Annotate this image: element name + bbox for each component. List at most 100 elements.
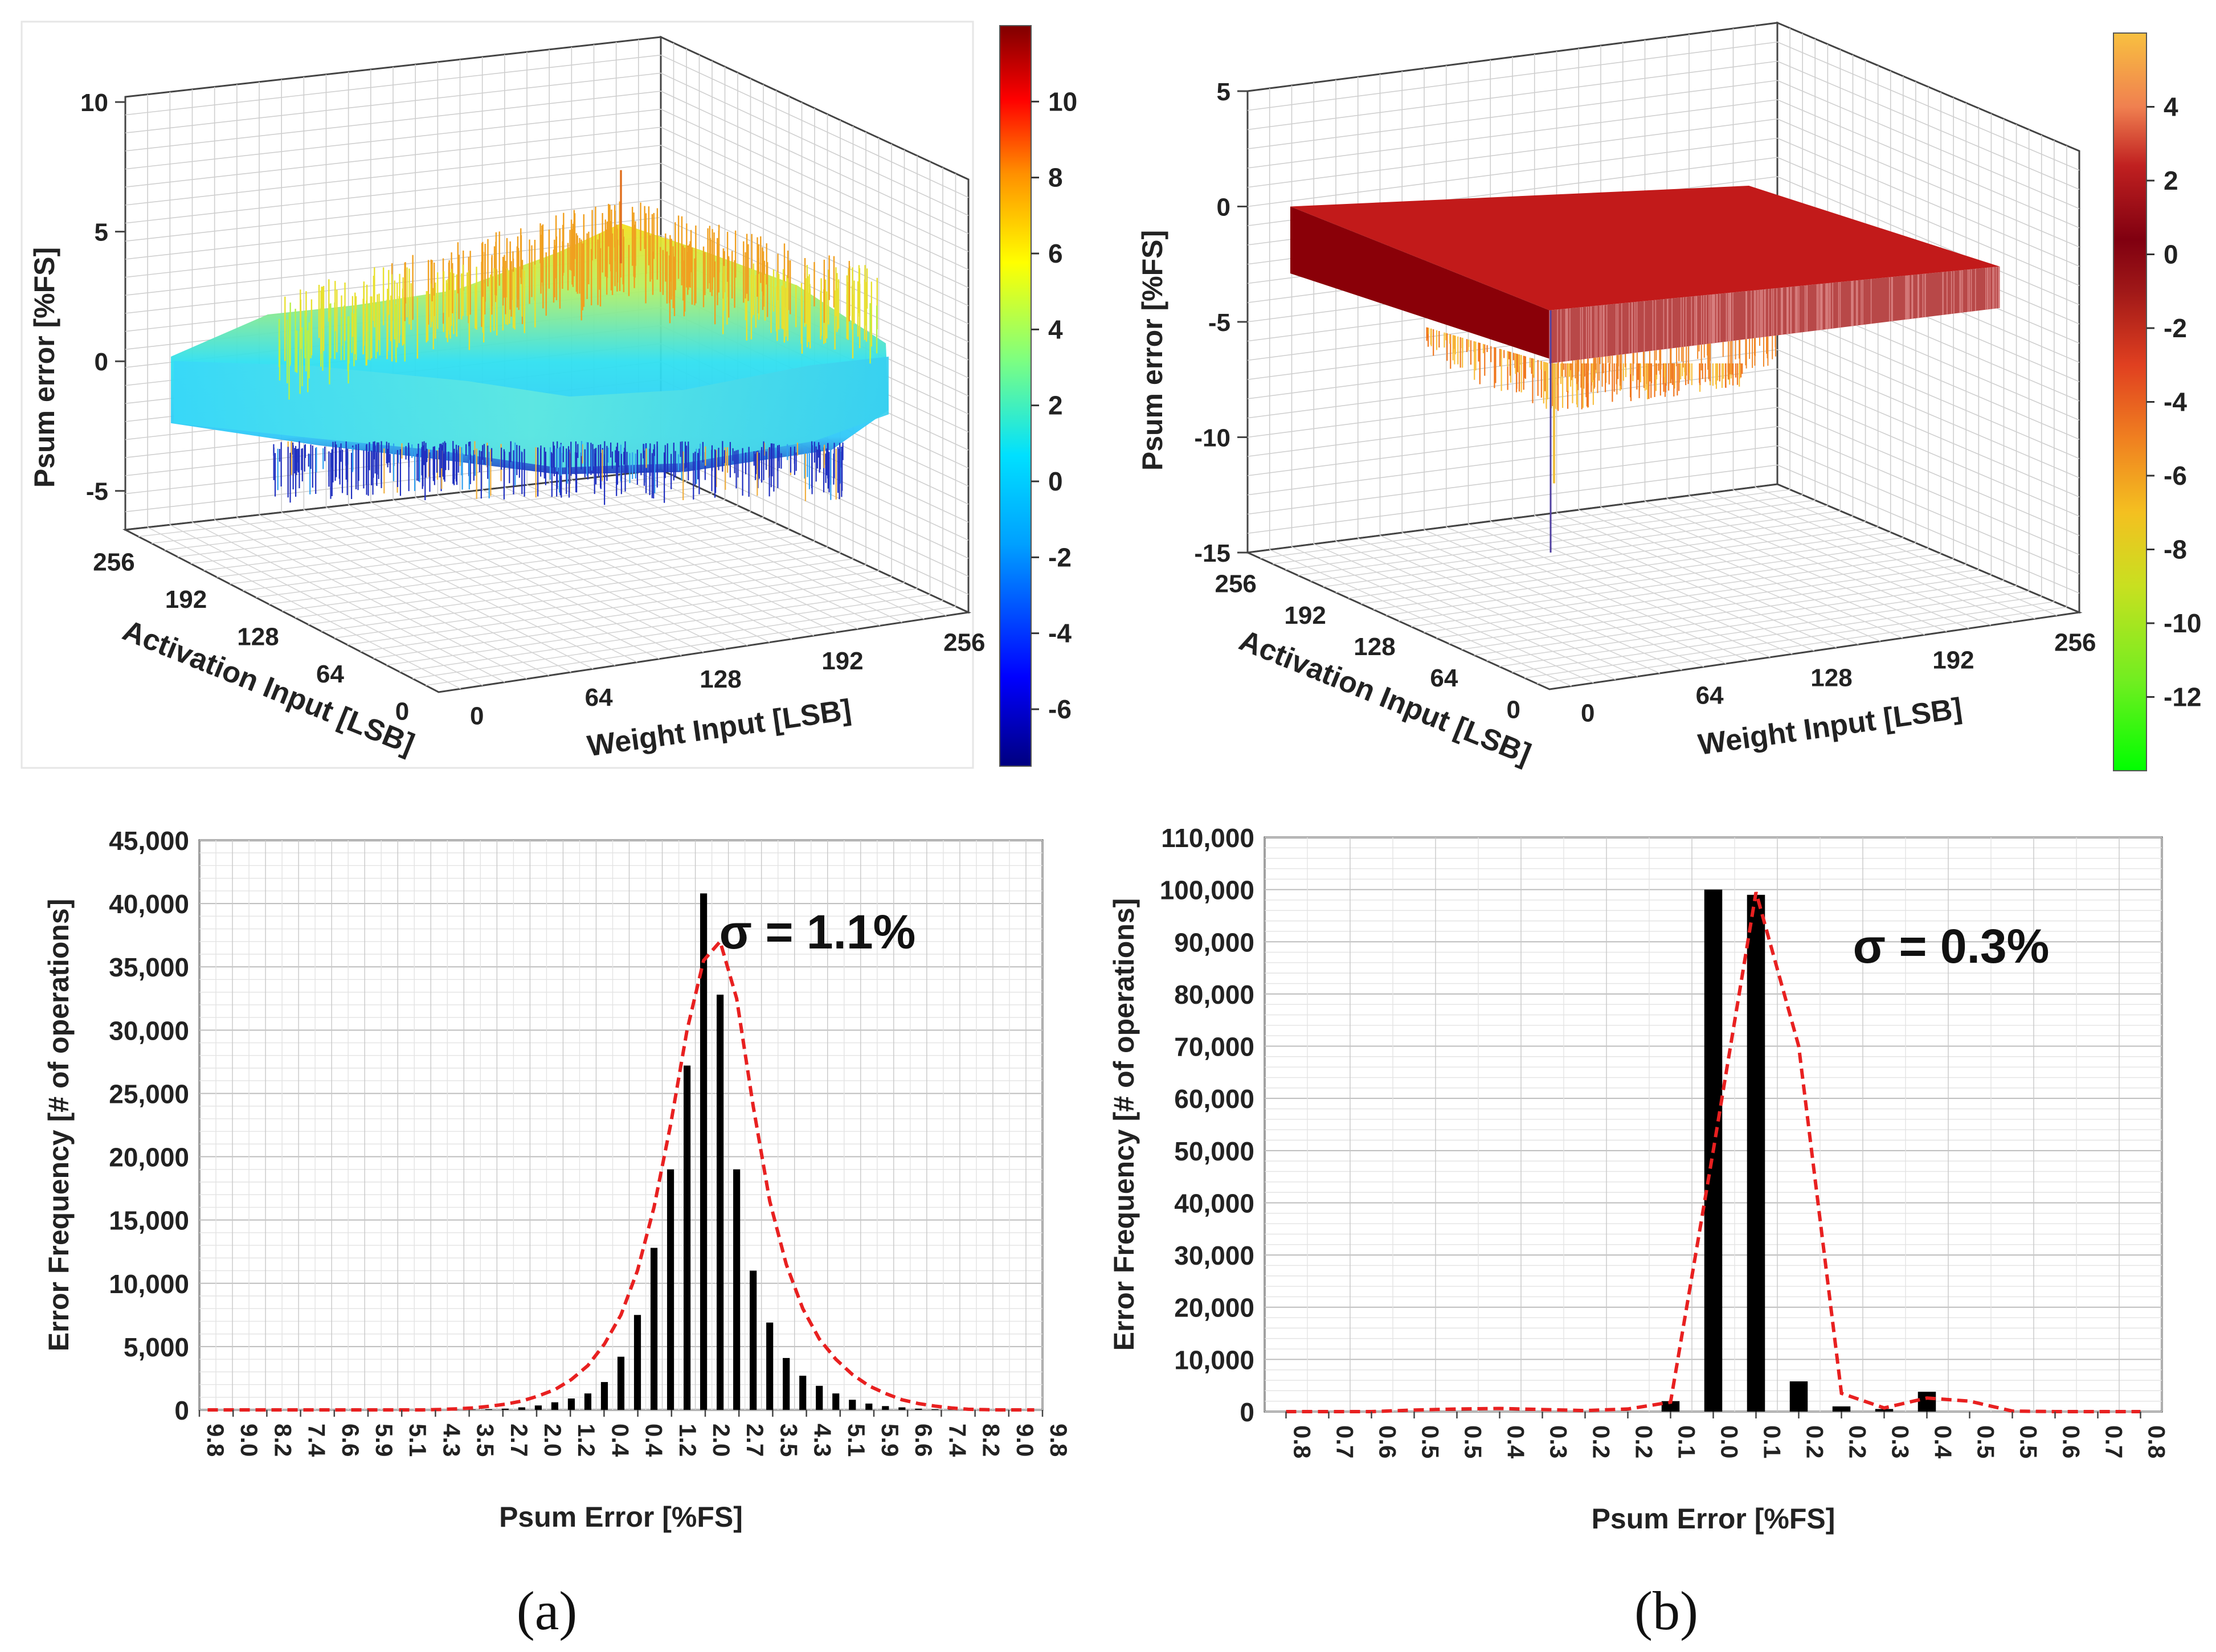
colorbar-tick-label: 0 <box>2164 240 2178 269</box>
histogram-bar <box>1917 1392 1936 1412</box>
grid-line <box>1777 42 2080 171</box>
histogram-bar <box>882 1406 889 1410</box>
x-tick-label: 0.5 <box>1460 1425 1487 1458</box>
x-tick-label: 4.3 <box>438 1424 465 1457</box>
x-tick-label: 3.5 <box>775 1424 802 1457</box>
x-tick-label: 128 <box>1354 633 1395 661</box>
x-tick-label: 9.8 <box>202 1424 229 1457</box>
x-tick-label: 0.7 <box>1332 1425 1359 1458</box>
z-tick-label: -15 <box>1194 539 1230 567</box>
plot-area <box>198 839 1044 1411</box>
x-tick-label: 9.8 <box>1045 1424 1072 1457</box>
grid-line <box>1711 492 2014 623</box>
x-tick-label: 256 <box>1215 570 1256 598</box>
caption-a: (a) <box>517 1580 578 1641</box>
y-tick-label: 50,000 <box>1174 1136 1254 1166</box>
colorbar-tick-label: -4 <box>1048 619 1072 648</box>
x-tick-label: 0.0 <box>1716 1425 1743 1458</box>
x-tick-label: 5.1 <box>404 1424 431 1457</box>
x-tick-label: 9.0 <box>236 1424 263 1457</box>
colorbar-tick-label: -6 <box>1048 694 1072 724</box>
grid-line <box>412 600 943 680</box>
y-tick-label: 64 <box>585 684 613 711</box>
histogram-bar <box>617 1356 625 1410</box>
x-tick-label: 0.7 <box>2101 1425 2128 1458</box>
histogram-bar <box>733 1169 741 1410</box>
grid-line <box>1733 489 2035 619</box>
sigma-label: σ = 1.1% <box>719 905 916 959</box>
grid-line <box>616 475 925 620</box>
y-tick-label: 70,000 <box>1174 1032 1254 1062</box>
histogram-bar <box>717 995 724 1410</box>
x-tick-label: 3.5 <box>472 1424 499 1457</box>
x-tick-label: 0.5 <box>1417 1425 1444 1458</box>
histogram-bar <box>667 1169 674 1410</box>
y-tick-label: 10,000 <box>1174 1345 1254 1375</box>
z-tick-label: -10 <box>1194 424 1230 452</box>
x-tick-label: 0.8 <box>1289 1425 1316 1458</box>
grid-line <box>1688 495 1992 626</box>
y-tick-label: 0 <box>1240 1397 1254 1427</box>
colorbar-tick-label: 6 <box>1048 239 1063 268</box>
y-tick-label: 35,000 <box>109 952 189 982</box>
fit-curve <box>1286 892 2141 1413</box>
x-tick-label: 0.3 <box>1887 1425 1914 1458</box>
colorbar-tick-label: -2 <box>2164 313 2187 343</box>
x-tick-label: 64 <box>1430 664 1458 692</box>
colorbar <box>2113 32 2147 771</box>
y-tick-label: 20,000 <box>109 1143 189 1172</box>
surface-plot-b: 5 0 -5 -10 -15 256 192 128 64 0 0 64 128 192 256 Psum e… <box>1136 21 2201 771</box>
x-tick-label: 0.6 <box>2058 1425 2085 1458</box>
histogram-bar <box>799 1376 807 1410</box>
x-tick-label: 8.2 <box>269 1424 296 1457</box>
y-tick-label: 90,000 <box>1174 927 1254 957</box>
histogram-bar <box>783 1357 790 1410</box>
colorbar-tick-label: 2 <box>1048 391 1063 420</box>
y-tick-label: 25,000 <box>109 1079 189 1109</box>
x-tick-label: 6.6 <box>337 1424 364 1457</box>
histogram-bar <box>1875 1409 1894 1412</box>
x-tick-label: 0.2 <box>1588 1425 1615 1458</box>
colorbar-tick-label: 0 <box>1048 467 1063 496</box>
y-tick-label: 40,000 <box>1174 1188 1254 1218</box>
grid-line <box>1247 41 1778 111</box>
y-tick-label: 80,000 <box>1174 980 1254 1009</box>
x-tick-label: 7.4 <box>304 1424 330 1457</box>
x-tick-label: 192 <box>165 586 207 614</box>
grid-line <box>125 72 661 134</box>
y-tick-label: 256 <box>2054 628 2096 656</box>
x-tick-label: 0.6 <box>1375 1425 1401 1458</box>
histogram-bar <box>1747 894 1765 1412</box>
histogram-bar <box>931 1409 939 1410</box>
x-tick-label: 0.5 <box>1973 1425 2000 1458</box>
x-tick-label: 5.9 <box>877 1424 903 1457</box>
z-axis-label: Psum error [%FS] <box>1136 230 1168 471</box>
y-tick-label: 0 <box>470 702 484 730</box>
y-axis-label: Error Frequency [# of operations] <box>43 899 75 1352</box>
grid-line <box>571 479 881 627</box>
x-tick-label: 9.0 <box>1012 1424 1039 1457</box>
histogram-bar <box>584 1393 592 1410</box>
grid-line <box>1511 596 2042 673</box>
z-axis-label: Psum error [%FS] <box>28 247 60 488</box>
x-tick-label: 2.0 <box>539 1424 566 1457</box>
z-tick-label: 5 <box>1217 78 1230 106</box>
histogram-bar <box>816 1385 823 1410</box>
colorbar-tick-label: -8 <box>2164 535 2187 565</box>
x-tick-label: 0.1 <box>1674 1425 1700 1458</box>
x-tick-label: 0.2 <box>1845 1425 1871 1458</box>
y-tick-label: 30,000 <box>1174 1241 1254 1270</box>
colorbar-tick-label: 2 <box>2164 166 2178 195</box>
histogram-bar <box>1789 1381 1808 1412</box>
y-axis-label: Error Frequency [# of operations] <box>1108 898 1140 1351</box>
y-tick-label: 60,000 <box>1174 1084 1254 1114</box>
y-tick-label: 40,000 <box>109 889 189 919</box>
grid-line <box>399 594 930 673</box>
histogram-a: 45,000 40,000 35,000 30,000 25,000 20,000 15,0… <box>43 826 1072 1533</box>
x-tick-label: 128 <box>237 623 279 651</box>
histogram-bar <box>534 1405 542 1410</box>
grid-line <box>1247 80 1778 150</box>
z-tick-label: -5 <box>1208 309 1230 337</box>
x-tick-label: 0.1 <box>1759 1425 1786 1458</box>
